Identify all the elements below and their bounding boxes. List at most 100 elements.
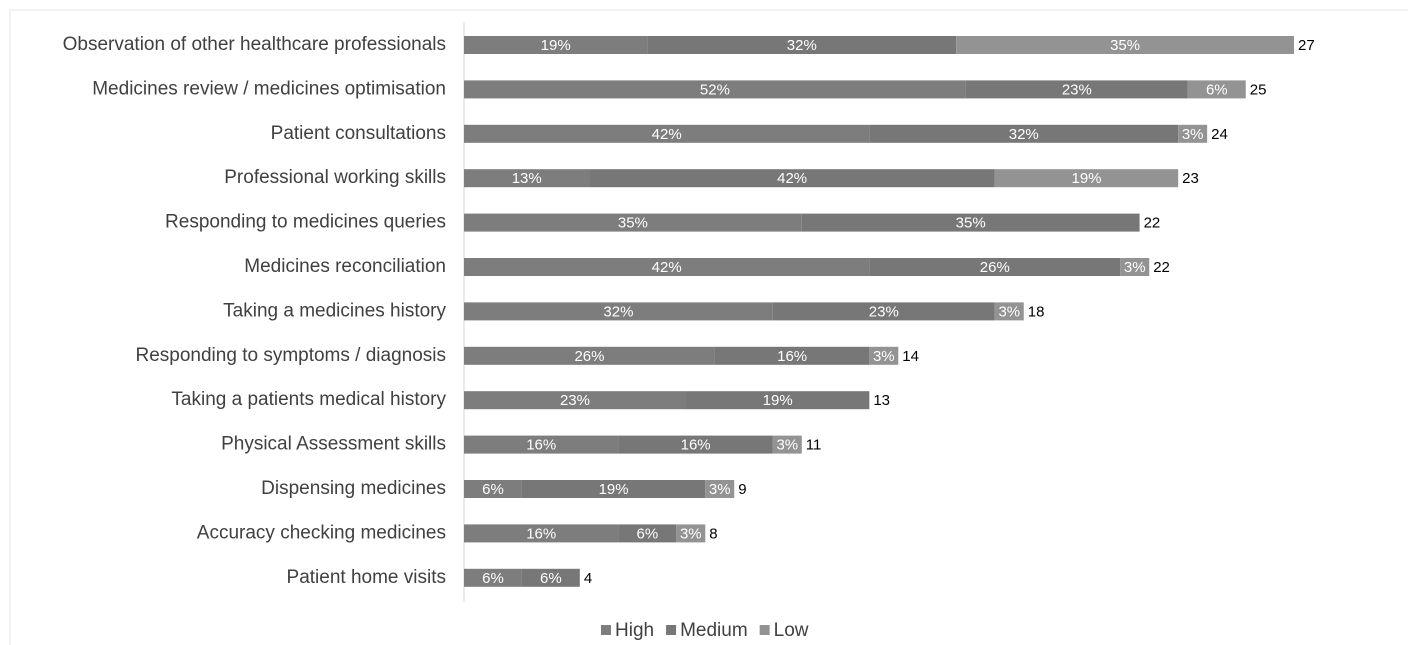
value-label: 6% [637,525,659,542]
value-label: 23% [1062,81,1092,98]
value-label: 32% [1009,126,1039,143]
bar-segment [714,346,870,365]
value-label: 19% [599,481,629,498]
value-label: 6% [1206,81,1228,98]
bar-segment [464,568,522,587]
bar-segment [464,480,522,498]
bar-segment [464,391,686,410]
category-label: Dispensing medicines [261,478,446,499]
category-label: Medicines review / medicines optimisatio… [92,78,446,99]
legend: High Medium Low [601,620,809,641]
bar-segment [589,169,995,188]
value-label: 42% [652,259,682,276]
value-label: 42% [652,126,682,143]
bar-segment [464,213,802,232]
value-label: 32% [603,303,633,320]
bar-segment [618,524,677,543]
bar-segment [464,258,870,276]
total-label: 14 [902,348,919,365]
value-label: 42% [777,170,807,187]
total-label: 23 [1182,170,1199,187]
category-label: Professional working skills [224,167,446,188]
value-label: 3% [873,348,895,365]
bar-segment [869,258,1121,276]
value-label: 3% [680,525,702,542]
bar-segment [965,80,1188,99]
category-label: Observation of other healthcare professi… [63,34,446,55]
value-label: 16% [777,348,807,365]
value-label: 3% [709,481,731,498]
bar-segment [464,435,619,454]
value-label: 23% [869,303,899,320]
value-label: 6% [482,570,504,587]
value-label: 32% [787,37,817,54]
value-label: 35% [618,215,648,232]
value-label: 3% [998,303,1020,320]
bar-segment [618,435,773,454]
value-label: 19% [763,392,793,409]
bar-segment [464,80,966,99]
bar-segment [464,124,870,143]
total-label: 22 [1153,259,1170,276]
value-label: 13% [512,170,542,187]
value-label: 26% [574,348,604,365]
bar-segment [521,480,706,498]
bar-segment [869,124,1179,143]
legend-label: Low [774,620,809,641]
total-label: 24 [1211,126,1228,143]
total-label: 25 [1250,81,1267,98]
category-label: Responding to symptoms / diagnosis [136,345,447,366]
bar-segment [464,36,648,54]
value-label: 23% [560,392,590,409]
bar-segment [1187,80,1246,99]
category-label: Taking a medicines history [223,300,446,321]
value-label: 16% [681,437,711,454]
bar-segment [772,435,802,454]
bar-segment [521,568,580,587]
category-label: Taking a patients medical history [171,389,446,410]
category-label: Physical Assessment skills [221,434,446,455]
value-label: 3% [776,437,798,454]
value-label: 16% [526,437,556,454]
total-label: 4 [584,570,592,587]
bar-segment [869,346,899,365]
bar-segment [705,480,735,498]
total-label: 9 [738,481,746,498]
bar-segment [464,346,715,365]
bar-segment [464,524,619,543]
bar-segment [464,302,773,321]
legend-swatch [601,625,611,635]
value-label: 16% [526,525,556,542]
total-label: 8 [709,525,717,542]
value-label: 6% [482,481,504,498]
value-label: 19% [1071,170,1101,187]
category-label: Responding to medicines queries [165,212,446,233]
value-label: 19% [541,37,571,54]
bar-segment [647,36,957,54]
bar-segment [676,524,706,543]
bar-segment [801,213,1140,232]
bar-segment [994,169,1179,188]
legend-label: Medium [680,620,748,641]
legend-swatch [759,625,770,635]
bar-segment [1120,258,1150,276]
value-label: 26% [980,259,1010,276]
category-label: Medicines reconciliation [244,256,446,277]
bar-segment [685,391,870,410]
bar-segment [772,302,995,321]
bar-segment [994,302,1024,321]
category-label: Patient consultations [271,123,446,144]
total-label: 22 [1144,215,1161,232]
bar-segment [1178,124,1208,143]
value-label: 3% [1124,259,1146,276]
total-label: 27 [1298,37,1315,54]
value-label: 52% [700,81,730,98]
total-label: 11 [806,437,822,454]
bar-segment [464,169,590,188]
value-label: 35% [956,215,986,232]
value-label: 6% [540,570,562,587]
bar-segment [956,36,1294,54]
legend-label: High [615,620,654,641]
legend-swatch [666,625,677,635]
